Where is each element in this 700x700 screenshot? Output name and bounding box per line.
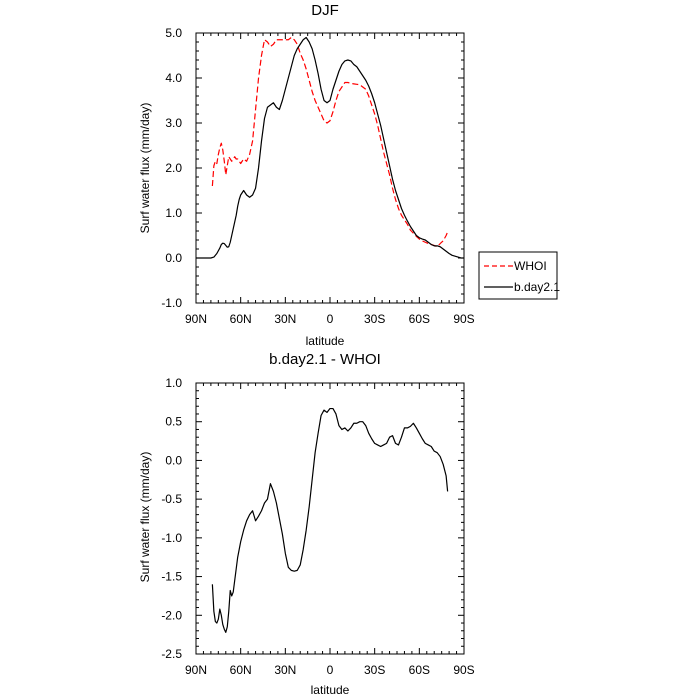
y-tick-label: 4.0 [165,71,182,85]
legend-label-whoi: WHOI [514,259,547,273]
y-tick-label: 0.0 [165,251,182,265]
x-tick-label: 0 [327,312,334,326]
x-tick-label: 60S [409,312,430,326]
x-tick-label: 90S [453,663,474,677]
y-tick-label: 3.0 [165,116,182,130]
x-tick-label: 60N [230,663,252,677]
series-group [211,407,449,633]
y-axis-label: Surf water flux (mm/day) [138,103,152,234]
plot-frame [195,382,465,655]
y-tick-label: -2.5 [161,647,182,661]
series-line-b-day2-1 [196,36,464,259]
x-tick-label: 90N [185,312,207,326]
x-tick-label: 30S [364,663,385,677]
y-tick-label: 5.0 [165,26,182,40]
legend: WHOI b.day2.1 [478,251,560,300]
y-tick-label: -1.5 [161,570,182,584]
chart-difference: b.day2.1 - WHOI 90N 60N 30N 0 30S 60S 90S -2.5 -… [138,351,475,697]
x-tick-label: 30N [274,663,296,677]
x-axis-label: latitude [306,334,345,348]
plot-frame [195,32,465,304]
y-tick-label: 2.0 [165,161,182,175]
y-tick-label: 0.5 [165,415,182,429]
x-tick-label: 90S [453,312,474,326]
chart-djf: DJF 90N 60N 30N 0 30S 60S 90S -1.0 0.0 1.0 2.0 3.0 4… [138,2,560,348]
y-tick-label: -1.0 [161,296,182,310]
y-tick-label: -1.0 [161,531,182,545]
x-tick-label: 60N [230,312,252,326]
x-tick-label: 0 [327,663,334,677]
chart-title: b.day2.1 - WHOI [269,351,381,368]
series-line-whoi [211,36,449,248]
legend-label-bday21: b.day2.1 [514,280,560,294]
y-tick-label: -0.5 [161,492,182,506]
axes: 90N 60N 30N 0 30S 60S 90S -2.5 -2.0 -1.5 -1.0 -0.5 0… [161,376,474,677]
x-tick-label: 60S [409,663,430,677]
x-axis-label: latitude [311,683,350,697]
y-tick-label: 1.0 [165,206,182,220]
axes: 90N 60N 30N 0 30S 60S 90S -1.0 0.0 1.0 2.0 3.0 4.0 5.… [161,26,474,326]
series-group [196,36,464,259]
y-tick-label: -2.0 [161,608,182,622]
y-axis-label: Surf water flux (mm/day) [138,452,152,583]
series-line-b-day2-1-whoi [211,407,449,633]
x-tick-label: 30S [364,312,385,326]
y-tick-label: 1.0 [165,376,182,390]
y-tick-label: 0.0 [165,453,182,467]
chart-title: DJF [311,2,339,19]
legend-box [478,251,558,300]
x-tick-label: 30N [274,312,296,326]
x-tick-label: 90N [185,663,207,677]
